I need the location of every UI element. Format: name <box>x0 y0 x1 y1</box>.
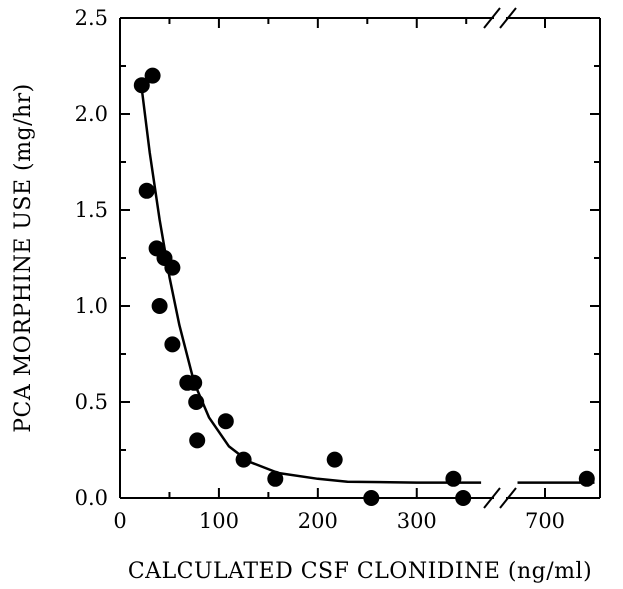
x-tick-label: 300 <box>397 509 437 533</box>
data-point <box>578 470 595 487</box>
break-slash-top-1 <box>483 7 501 29</box>
data-point <box>164 336 181 353</box>
data-points-layer <box>133 67 595 506</box>
x-tick-label: 700 <box>525 509 565 533</box>
x-tick-label: 100 <box>199 509 239 533</box>
y-axis-title: PCA MORPHINE USE (mg/hr) <box>11 83 36 433</box>
y-tick-label: 2.0 <box>75 102 108 126</box>
data-point <box>217 413 234 430</box>
y-tick-label: 1.5 <box>75 198 108 222</box>
break-slash-bottom-1 <box>483 487 501 509</box>
x-tick-label: 0 <box>113 509 126 533</box>
data-point <box>188 394 205 410</box>
data-point <box>144 67 161 84</box>
data-point <box>164 259 181 276</box>
axes-frame <box>119 17 601 499</box>
data-point <box>363 490 380 506</box>
y-tick-label: 0.5 <box>75 390 108 414</box>
data-point <box>138 182 155 199</box>
data-point <box>189 432 206 449</box>
data-point <box>151 298 168 314</box>
data-point <box>326 451 343 468</box>
data-point <box>455 490 472 506</box>
data-point <box>267 470 284 487</box>
x-axis-title: CALCULATED CSF CLONIDINE (ng/ml) <box>128 559 592 584</box>
tick-labels: 0 100 200 300 700 0.0 0.5 1.0 1.5 2.0 2.5 <box>75 6 565 533</box>
axis-break-marks <box>483 7 517 509</box>
fit-curve-layer <box>140 88 595 484</box>
axis-ticks <box>119 17 601 499</box>
break-slash-bottom-2 <box>499 487 517 509</box>
x-tick-label: 200 <box>298 509 338 533</box>
y-tick-label: 2.5 <box>75 6 108 30</box>
fit-curve-main <box>140 88 482 484</box>
data-point <box>186 374 203 391</box>
data-point <box>133 77 150 94</box>
break-slash-top-2 <box>499 7 517 29</box>
y-tick-label: 0.0 <box>75 486 108 510</box>
data-point <box>235 451 252 468</box>
data-point <box>445 470 462 487</box>
y-tick-label: 1.0 <box>75 294 108 318</box>
